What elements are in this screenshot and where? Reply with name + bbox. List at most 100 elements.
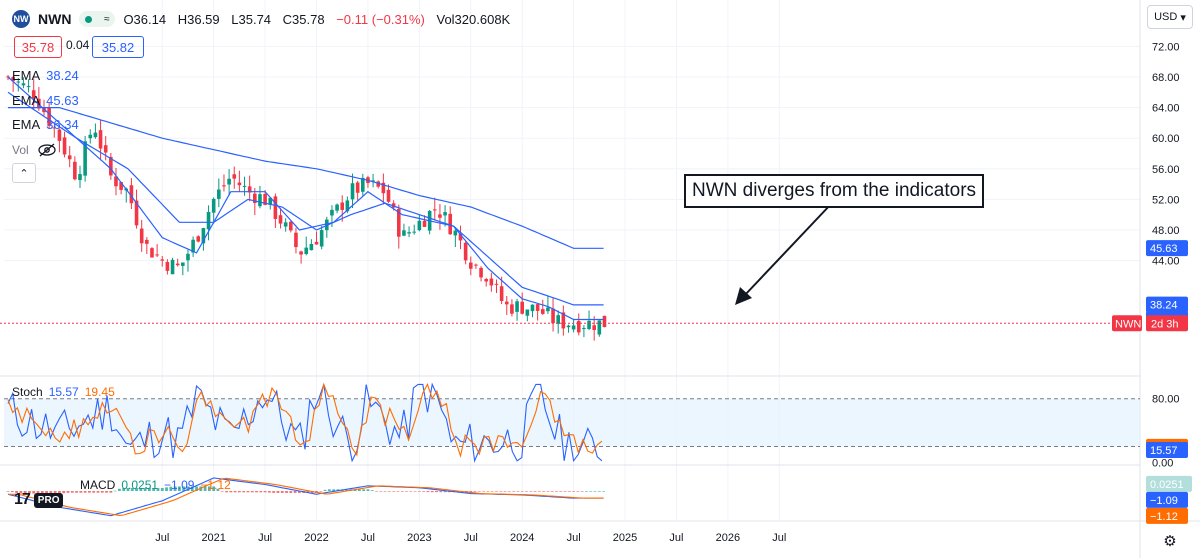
ema-legend-1[interactable]: EMA 38.24 [12, 68, 79, 83]
symbol-name[interactable]: NWN [38, 11, 72, 27]
macd-signal-value: −1.12 [200, 478, 231, 492]
candle-body [499, 286, 504, 301]
stoch-k-value: 15.57 [48, 385, 79, 399]
collapse-legend-button[interactable]: ⌃ [12, 163, 36, 183]
macd-hist-bar [40, 491, 44, 494]
hidden-eye-icon[interactable] [37, 143, 57, 157]
macd-hist-bar [225, 491, 228, 493]
price-tick-label: 44.00 [1152, 256, 1180, 268]
stoch-tick-label: 80.00 [1152, 394, 1180, 406]
macd-hist-bar [503, 491, 507, 492]
macd-hist-bar [58, 491, 61, 494]
macd-hist-bar [92, 491, 96, 493]
tv-mark: 17 [14, 491, 31, 508]
buy-button[interactable]: 35.82 [92, 36, 144, 58]
macd-hist-bar [186, 486, 190, 491]
candle-body [345, 200, 350, 212]
close-value: C35.78 [282, 11, 325, 27]
macd-hist-bar [585, 491, 588, 492]
stoch-k-line [7, 382, 603, 463]
countdown-badge-text: 2d 3h [1151, 318, 1179, 330]
candle-body [463, 242, 468, 261]
ema-line-3 [8, 107, 604, 249]
tradingview-logo[interactable]: 17 PRO [14, 491, 64, 509]
macd-hist-bar [422, 491, 426, 492]
gear-icon[interactable]: ⚙ [1163, 533, 1177, 550]
macd-hist-bar [499, 491, 503, 492]
price-tick-label: 56.00 [1152, 164, 1180, 176]
candle-body [73, 161, 77, 180]
macd-hist-bar [36, 491, 40, 494]
ema-legend-2[interactable]: EMA 45.63 [12, 93, 79, 108]
macd-hist-bar [405, 491, 408, 492]
macd-hist-bar [229, 491, 233, 493]
macd-hist-bar [525, 491, 528, 492]
macd-hist-bar [567, 491, 571, 492]
annotation-arrow [743, 202, 833, 297]
macd-hist-bar [276, 491, 280, 493]
macd-hist-bar [576, 491, 580, 492]
macd-hist-bar [28, 491, 31, 494]
currency-label: USD [1154, 11, 1178, 23]
macd-hist-bar [113, 490, 117, 492]
volume-legend[interactable]: Vol [12, 143, 57, 157]
ema-legend-3[interactable]: EMA 36.34 [12, 117, 79, 132]
candle-body [602, 315, 607, 328]
macd-hist-bar [15, 491, 18, 494]
macd-hist-bar [559, 491, 563, 492]
market-status-toggle[interactable]: ≈ [79, 11, 116, 27]
macd-hist-bar [242, 491, 246, 493]
candle-body [314, 241, 319, 245]
candle-body [566, 325, 571, 328]
sell-button[interactable]: 35.78 [14, 36, 62, 58]
macd-hist-bar [280, 491, 284, 493]
ema-label: EMA [12, 117, 41, 132]
macd-hist-bar [396, 491, 400, 492]
macd-hist-bar [430, 491, 434, 493]
candle-body [396, 208, 401, 237]
macd-legend[interactable]: MACD 0.0251 −1.09 −1.12 [80, 478, 231, 492]
macd-hist-bar [370, 490, 374, 491]
macd-hist-bar [49, 491, 53, 494]
candle-body [576, 321, 581, 333]
candle-body [443, 212, 447, 216]
macd-hist-bar [593, 491, 597, 492]
price-tick-label: 72.00 [1152, 41, 1180, 53]
time-tick-label: Jul [258, 532, 272, 544]
candle-body [335, 204, 339, 211]
ohlc-readout: O36.14 H36.59 L35.74 C35.78 −0.11 (−0.31… [123, 12, 518, 27]
macd-hist-bar [413, 491, 417, 492]
candle-body [468, 262, 473, 269]
macd-hist-bar [285, 491, 288, 493]
macd-hist-bar [289, 491, 293, 493]
macd-hist-badge [1146, 475, 1192, 492]
candle-body [330, 209, 334, 216]
macd-hist-bar [207, 486, 211, 491]
macd-hist-bar [542, 491, 546, 492]
ema-label: EMA [12, 93, 41, 108]
macd-hist-value: 0.0251 [121, 478, 159, 492]
macd-hist-bar [297, 491, 301, 493]
candle-body [438, 214, 442, 218]
stoch-legend[interactable]: Stoch 15.57 19.45 [12, 385, 115, 399]
candle-body [227, 178, 231, 185]
price-tick-label: 60.00 [1152, 133, 1180, 145]
candle-body [16, 81, 21, 83]
ema-value: 36.34 [46, 117, 79, 132]
macd-hist-bar [79, 491, 83, 493]
annotation-callout[interactable]: NWN diverges from the indicators [684, 174, 985, 208]
macd-hist-bar [332, 489, 336, 491]
candle-body [515, 301, 519, 312]
macd-hist-bar [83, 491, 87, 493]
macd-signal-badge [1146, 507, 1188, 524]
candle-body [494, 283, 499, 285]
macd-hist-bar [379, 491, 383, 492]
macd-hist-bar [6, 491, 10, 492]
macd-hist-bar [259, 491, 263, 493]
macd-line-badge-text: −1.09 [1150, 495, 1178, 507]
candle-body [582, 328, 586, 330]
macd-hist-bar [66, 491, 70, 493]
macd-hist-bar [156, 488, 160, 491]
currency-selector[interactable]: USD ▾ [1147, 5, 1193, 29]
